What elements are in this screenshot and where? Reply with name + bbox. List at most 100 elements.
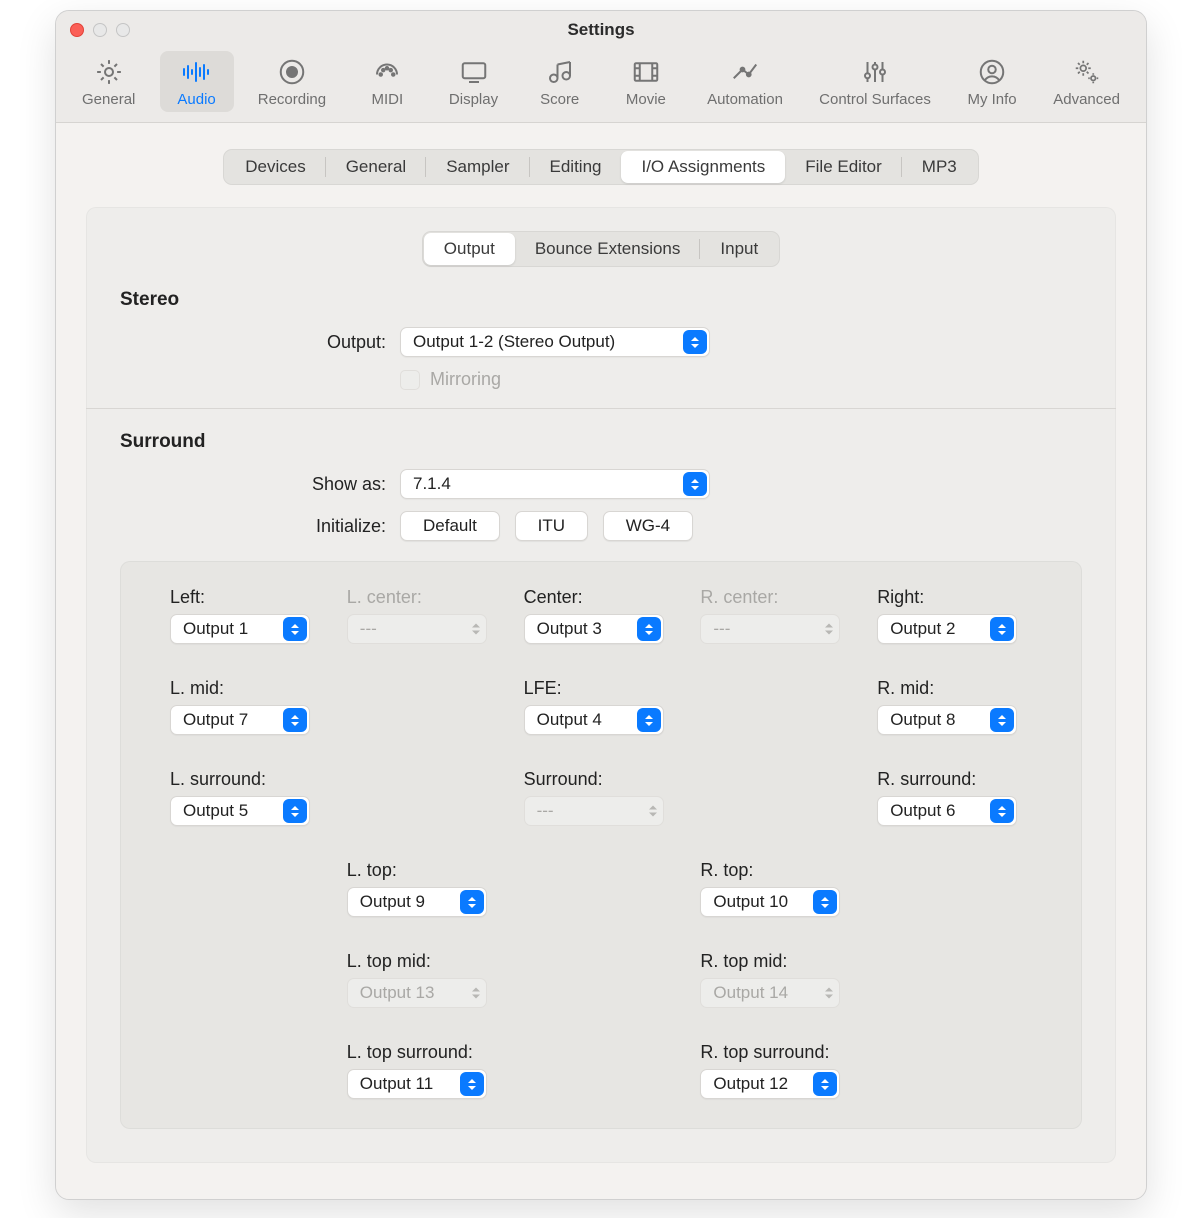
channel-l-top-mid: L. top mid: Output 13 bbox=[347, 951, 502, 1008]
tab-control-surfaces[interactable]: Control Surfaces bbox=[807, 51, 943, 112]
channel-r-top-surround: R. top surround: Output 12 bbox=[700, 1042, 855, 1099]
channel-l-center-select: --- bbox=[347, 614, 487, 644]
chevron-updown-icon bbox=[460, 890, 484, 914]
chevron-updown-icon bbox=[472, 624, 480, 635]
tab-midi[interactable]: MIDI bbox=[350, 51, 424, 112]
chevron-updown-icon bbox=[637, 708, 661, 732]
subtab-file-editor[interactable]: File Editor bbox=[785, 151, 902, 183]
channel-label: R. surround: bbox=[877, 769, 1032, 790]
channel-label: R. top: bbox=[700, 860, 855, 881]
channel-lfe-select[interactable]: Output 4 bbox=[524, 705, 664, 735]
channel-l-top: L. top: Output 9 bbox=[347, 860, 502, 917]
window-title: Settings bbox=[567, 20, 634, 40]
subtab-editing[interactable]: Editing bbox=[530, 151, 622, 183]
channel-center: Center: Output 3 bbox=[524, 587, 679, 644]
channel-r-top-mid: R. top mid: Output 14 bbox=[700, 951, 855, 1008]
channel-r-top-mid-select: Output 14 bbox=[700, 978, 840, 1008]
subtab-general[interactable]: General bbox=[326, 151, 426, 183]
content-area: Devices General Sampler Editing I/O Assi… bbox=[56, 123, 1146, 1199]
chevron-updown-icon bbox=[813, 1072, 837, 1096]
io-subtab-output[interactable]: Output bbox=[424, 233, 515, 265]
tab-display[interactable]: Display bbox=[437, 51, 511, 112]
channel-r-mid-select[interactable]: Output 8 bbox=[877, 705, 1017, 735]
chevron-updown-icon bbox=[683, 472, 707, 496]
channel-r-surround-select[interactable]: Output 6 bbox=[877, 796, 1017, 826]
channel-r-mid: R. mid: Output 8 bbox=[877, 678, 1032, 735]
channel-r-top-select[interactable]: Output 10 bbox=[700, 887, 840, 917]
subtab-mp3[interactable]: MP3 bbox=[902, 151, 977, 183]
channel-center-select[interactable]: Output 3 bbox=[524, 614, 664, 644]
channel-l-top-surround-select[interactable]: Output 11 bbox=[347, 1069, 487, 1099]
tab-label: Score bbox=[540, 91, 579, 108]
gear-icon bbox=[92, 57, 126, 87]
channel-r-top: R. top: Output 10 bbox=[700, 860, 855, 917]
close-button[interactable] bbox=[70, 23, 84, 37]
initialize-itu-button[interactable]: ITU bbox=[515, 511, 588, 541]
chevron-updown-icon bbox=[460, 1072, 484, 1096]
channel-label: L. center: bbox=[347, 587, 502, 608]
initialize-default-button[interactable]: Default bbox=[400, 511, 500, 541]
stereo-output-select[interactable]: Output 1-2 (Stereo Output) bbox=[400, 327, 710, 357]
midi-icon bbox=[370, 57, 404, 87]
tab-label: My Info bbox=[967, 91, 1016, 108]
channel-l-surround-select[interactable]: Output 5 bbox=[170, 796, 310, 826]
tab-label: Advanced bbox=[1053, 91, 1120, 108]
minimize-button[interactable] bbox=[93, 23, 107, 37]
channel-l-mid-select[interactable]: Output 7 bbox=[170, 705, 310, 735]
chevron-updown-icon bbox=[283, 708, 307, 732]
tab-label: MIDI bbox=[371, 91, 403, 108]
chevron-updown-icon bbox=[637, 617, 661, 641]
tab-label: Movie bbox=[626, 91, 666, 108]
tab-advanced[interactable]: Advanced bbox=[1041, 51, 1132, 112]
channel-label: LFE: bbox=[524, 678, 679, 699]
tab-score[interactable]: Score bbox=[523, 51, 597, 112]
io-subtab-input[interactable]: Input bbox=[700, 233, 778, 265]
channel-label: L. top mid: bbox=[347, 951, 502, 972]
chevron-updown-icon bbox=[813, 890, 837, 914]
mirroring-checkbox: Mirroring bbox=[400, 369, 501, 390]
tab-recording[interactable]: Recording bbox=[246, 51, 338, 112]
io-subtab-bounce-extensions[interactable]: Bounce Extensions bbox=[515, 233, 701, 265]
tab-audio[interactable]: Audio bbox=[160, 51, 234, 112]
stereo-output-value: Output 1-2 (Stereo Output) bbox=[413, 332, 615, 352]
initialize-wg4-button[interactable]: WG-4 bbox=[603, 511, 693, 541]
channel-label: L. surround: bbox=[170, 769, 325, 790]
tab-movie[interactable]: Movie bbox=[609, 51, 683, 112]
tab-label: Automation bbox=[707, 91, 783, 108]
stereo-section-title: Stereo bbox=[120, 289, 1082, 311]
io-assignments-panel: Output Bounce Extensions Input Stereo Ou… bbox=[86, 207, 1116, 1163]
channel-label: R. center: bbox=[700, 587, 855, 608]
show-as-select[interactable]: 7.1.4 bbox=[400, 469, 710, 499]
gears-icon bbox=[1070, 57, 1104, 87]
channel-right: Right: Output 2 bbox=[877, 587, 1032, 644]
subtab-devices[interactable]: Devices bbox=[225, 151, 325, 183]
channel-surround: Surround: --- bbox=[524, 769, 679, 826]
channel-label: Left: bbox=[170, 587, 325, 608]
tab-label: Audio bbox=[177, 91, 215, 108]
channel-right-select[interactable]: Output 2 bbox=[877, 614, 1017, 644]
channel-left-select[interactable]: Output 1 bbox=[170, 614, 310, 644]
tab-automation[interactable]: Automation bbox=[695, 51, 795, 112]
channel-label: Center: bbox=[524, 587, 679, 608]
tab-label: Recording bbox=[258, 91, 326, 108]
channel-lfe: LFE: Output 4 bbox=[524, 678, 679, 735]
tab-my-info[interactable]: My Info bbox=[955, 51, 1029, 112]
channel-l-top-mid-select: Output 13 bbox=[347, 978, 487, 1008]
channel-r-top-surround-select[interactable]: Output 12 bbox=[700, 1069, 840, 1099]
preferences-toolbar: General Audio Recording MIDI Display Sco… bbox=[56, 49, 1146, 123]
tab-label: Display bbox=[449, 91, 498, 108]
channel-l-center: L. center: --- bbox=[347, 587, 502, 644]
channel-label: R. top surround: bbox=[700, 1042, 855, 1063]
chevron-updown-icon bbox=[683, 330, 707, 354]
tab-general[interactable]: General bbox=[70, 51, 147, 112]
channel-r-center: R. center: --- bbox=[700, 587, 855, 644]
channel-l-top-select[interactable]: Output 9 bbox=[347, 887, 487, 917]
movie-icon bbox=[629, 57, 663, 87]
divider bbox=[86, 408, 1116, 409]
zoom-button[interactable] bbox=[116, 23, 130, 37]
initialize-label: Initialize: bbox=[120, 516, 400, 537]
chevron-updown-icon bbox=[990, 617, 1014, 641]
surround-section-title: Surround bbox=[120, 431, 1082, 453]
subtab-io-assignments[interactable]: I/O Assignments bbox=[621, 151, 785, 183]
subtab-sampler[interactable]: Sampler bbox=[426, 151, 529, 183]
